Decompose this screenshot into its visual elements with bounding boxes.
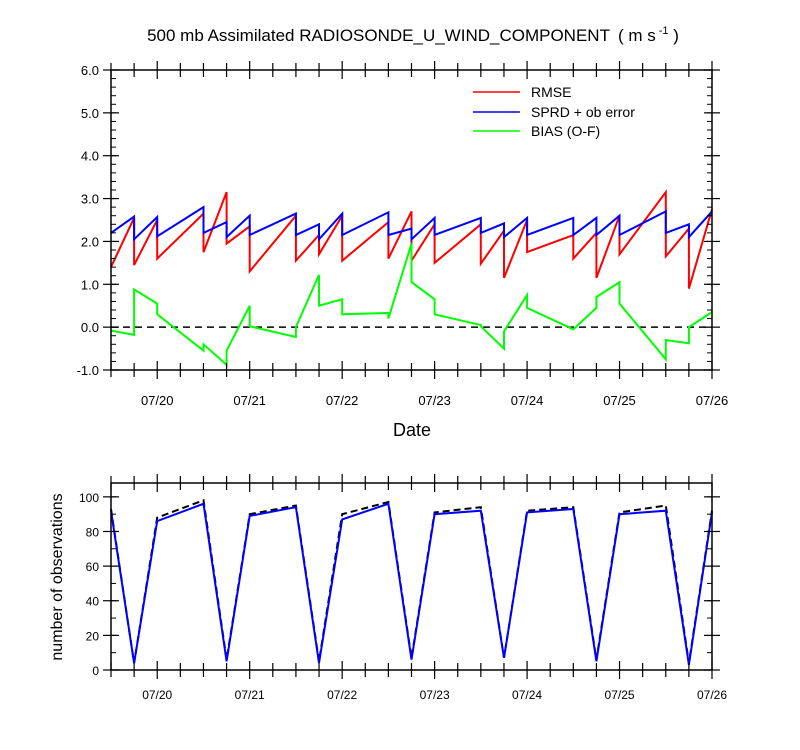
legend-label-rmse: RMSE	[531, 84, 571, 100]
bottom-y-axis-label: number of observations	[49, 493, 66, 660]
x-tick-label: 07/20	[141, 393, 174, 408]
y-tick-label: 4.0	[81, 149, 99, 164]
y-tick-label: 100	[79, 491, 99, 505]
y-tick-label: 6.0	[81, 63, 99, 78]
legend-label-sprd: SPRD + ob error	[531, 104, 635, 120]
y-tick-label: 5.0	[81, 106, 99, 121]
series-line-assimilated-observations	[110, 502, 713, 665]
bottom-x-axis: 07/20 07/21 07/22 07/23 07/24 07/25 07/26	[110, 474, 727, 702]
chart-title-units: ( m s	[618, 26, 656, 45]
x-tick-label: 07/23	[418, 393, 451, 408]
y-tick-label: 3.0	[81, 192, 99, 207]
series-line-possible-observations	[110, 498, 713, 664]
bias-rmse-panel: -1.00.01.02.03.04.05.06.0 07/20 07/21 07/2…	[77, 61, 729, 440]
chart-title-units-sup: -1	[659, 25, 669, 37]
bottom-plot-frame	[110, 482, 713, 671]
x-axis-label: Date	[393, 420, 431, 440]
x-tick-label: 07/26	[696, 393, 729, 408]
series-line-bias-o-f	[110, 243, 713, 368]
x-tick-label: 07/20	[142, 688, 172, 702]
bottom-series-group	[110, 498, 713, 665]
x-tick-label: 07/22	[327, 688, 357, 702]
y-tick-label: 80	[86, 525, 100, 539]
top-series-group	[110, 189, 713, 368]
y-tick-label: 2.0	[81, 234, 99, 249]
y-tick-label: 20	[86, 629, 100, 643]
chart-title-units-close: )	[669, 26, 679, 45]
x-tick-label: 07/21	[235, 688, 265, 702]
x-tick-label: 07/21	[233, 393, 266, 408]
x-tick-label: 07/24	[512, 688, 542, 702]
legend: RMSE SPRD + ob error BIAS (O-F)	[473, 84, 635, 139]
y-tick-label: 1.0	[81, 277, 99, 292]
x-tick-label: 07/25	[603, 393, 636, 408]
x-tick-label: 07/24	[511, 393, 544, 408]
legend-label-bias: BIAS (O-F)	[531, 123, 600, 139]
chart-title: 500 mb Assimilated RADIOSONDE_U_WIND_COM…	[147, 25, 679, 45]
y-tick-label: 40	[86, 595, 100, 609]
y-tick-label: 0	[92, 664, 99, 678]
y-tick-label: 60	[86, 560, 100, 574]
chart-title-text: 500 mb Assimilated RADIOSONDE_U_WIND_COM…	[147, 26, 610, 45]
series-line-sprd-ob-error	[110, 205, 713, 242]
top-y-axis: -1.0 0.0 1.0 2.0 3.0 4.0 5.0 6.0	[77, 63, 720, 378]
bottom-y-axis: 0 20 40 60 80 100	[79, 491, 720, 678]
y-tick-label: 0.0	[81, 320, 99, 335]
top-x-axis: 07/20 07/21 07/22 07/23 07/24 07/25 07/26	[110, 61, 729, 408]
x-tick-label: 07/26	[697, 688, 727, 702]
x-tick-label: 07/23	[420, 688, 450, 702]
x-tick-label: 07/22	[326, 393, 359, 408]
x-tick-label: 07/25	[605, 688, 635, 702]
y-tick-label: -1.0	[77, 363, 99, 378]
